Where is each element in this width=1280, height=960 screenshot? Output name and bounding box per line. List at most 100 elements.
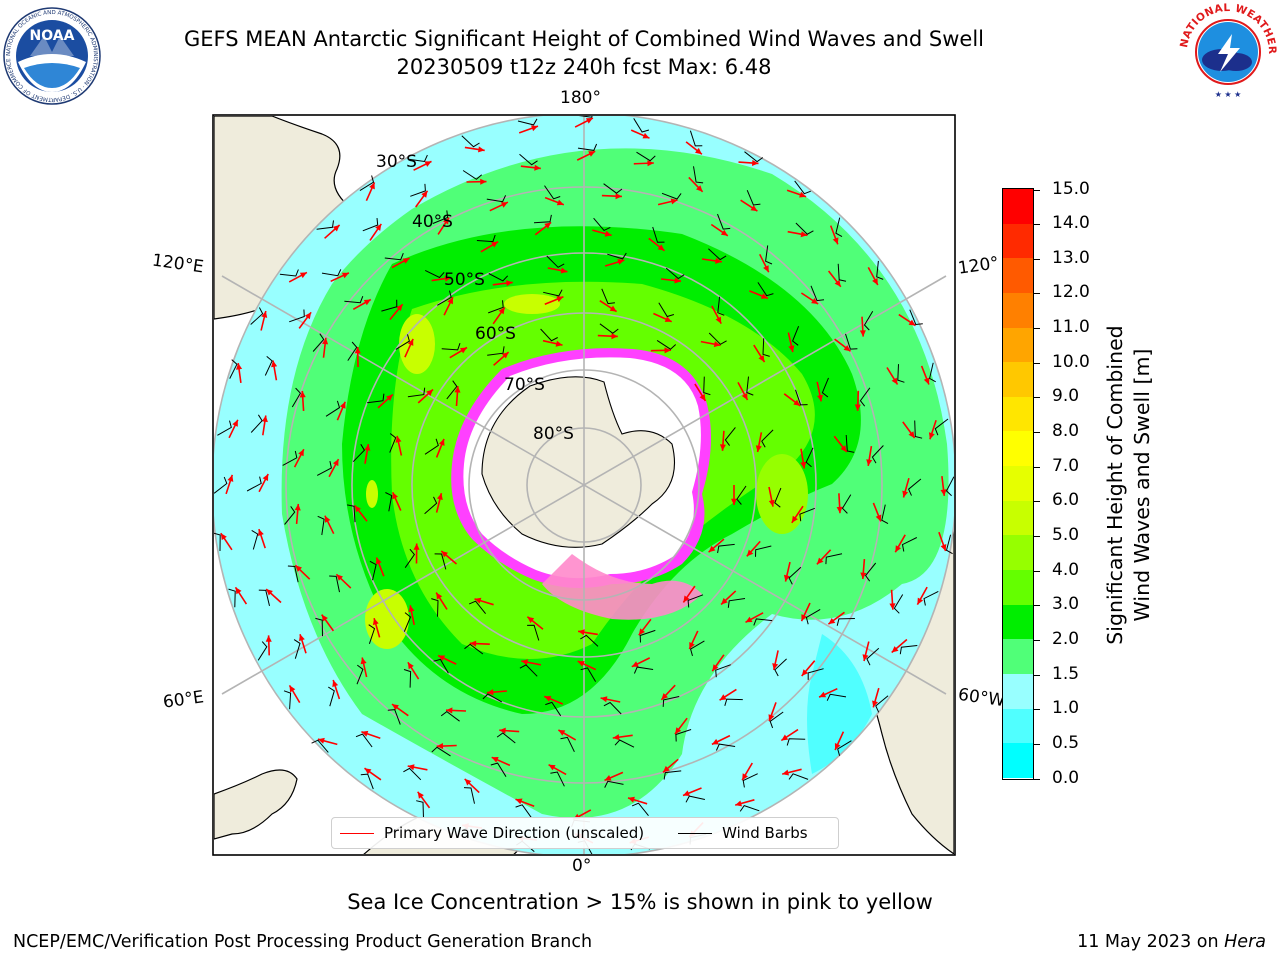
wind-barb	[287, 565, 299, 583]
wind-barb	[257, 641, 268, 661]
wave-arrow-head	[609, 305, 617, 312]
wind-barb	[580, 667, 597, 682]
wave-arrow-head	[746, 549, 754, 557]
wave-arrow-head	[840, 445, 847, 452]
wind-barb	[929, 362, 936, 383]
wind-barb	[527, 624, 540, 641]
wind-barb	[293, 639, 301, 659]
wind-barb	[431, 598, 439, 617]
chart-title: GEFS MEAN Antarctic Significant Height o…	[183, 27, 985, 51]
wave-arrow-head	[317, 737, 325, 744]
wind-barb	[464, 643, 484, 655]
wave-arrow-head	[413, 543, 420, 550]
wave-arrow-head	[515, 798, 523, 805]
colorbar-label-line1: Significant Height of Combined	[1103, 325, 1127, 645]
wave-arrow-head	[498, 307, 505, 315]
wind-barb	[384, 253, 404, 261]
wave-arrow-head	[499, 727, 506, 734]
map-frame	[212, 114, 956, 856]
wave-arrow-head	[647, 160, 654, 167]
wind-barb	[755, 545, 772, 557]
wind-barb	[897, 364, 905, 383]
map-legend: Primary Wave Direction (unscaled) Wind B…	[331, 817, 839, 849]
wind-barb	[282, 450, 298, 466]
wave-arrow-head	[298, 449, 304, 457]
wind-barb	[347, 504, 356, 523]
wind-barb	[424, 496, 438, 515]
colorbar-tick-label: 11.0	[1052, 317, 1090, 338]
wind-barb	[250, 307, 264, 325]
wave-arrow-head	[720, 229, 728, 236]
colorbar-segment	[1003, 535, 1033, 571]
colorbar-tick-mark	[1034, 501, 1040, 503]
wave-arrow-head	[299, 272, 307, 279]
colorbar-tick-mark	[1034, 362, 1040, 364]
wave-arrow-head	[699, 393, 706, 401]
wind-barb	[795, 389, 808, 406]
wave-arrow-head	[544, 696, 552, 702]
wind-barb	[836, 618, 855, 626]
wind-barb	[689, 130, 703, 147]
wind-barb	[788, 566, 802, 585]
wind-barb	[325, 400, 341, 417]
wave-arrow-head	[295, 565, 302, 572]
lon-label-60w: 60°W	[956, 684, 1007, 712]
wind-barb	[863, 311, 874, 331]
lon-label-120e: 120°E	[150, 250, 205, 278]
wave-arrow-head	[745, 616, 753, 623]
wind-barb	[945, 476, 954, 497]
wind-barb	[515, 804, 532, 819]
wind-barb	[914, 420, 923, 439]
wind-barb	[708, 332, 727, 345]
wind-barb	[258, 589, 270, 607]
antarctica	[451, 348, 711, 620]
wind-barb	[543, 289, 563, 297]
wave-arrow-head	[664, 316, 672, 322]
wave-arrow-head	[834, 743, 841, 750]
colorbar-tick-mark	[1034, 432, 1040, 434]
colorbar-segment	[1003, 708, 1033, 744]
wave-arrow-head	[402, 258, 410, 264]
wave-arrow-head	[611, 333, 618, 340]
wave-arrow-head	[811, 298, 819, 304]
wind-barb	[826, 693, 847, 701]
wave-arrow-head	[859, 330, 866, 337]
colorbar-segment	[1003, 189, 1033, 224]
wave-arrow-head	[800, 231, 808, 238]
wind-barb	[685, 795, 706, 803]
wave-arrow-head	[227, 474, 234, 482]
wave-arrow-head	[712, 664, 719, 672]
wave-arrow-head	[235, 587, 242, 595]
wind-barb	[703, 376, 711, 396]
wave-arrow-head	[735, 800, 742, 807]
wind-barb	[329, 575, 340, 593]
wind-barb	[228, 588, 236, 608]
wind-barb	[291, 387, 302, 408]
wind-barb	[284, 506, 296, 525]
noaa-logo-text: NOAA	[30, 28, 75, 44]
wind-barb	[799, 507, 815, 522]
wave-arrow-head	[556, 199, 564, 206]
wind-barb	[283, 690, 292, 710]
wind-barb	[355, 733, 373, 748]
wind-barb	[864, 562, 877, 582]
wind-barb	[462, 170, 483, 180]
wave-arrow-head	[304, 312, 312, 320]
wind-barb	[407, 387, 426, 398]
wave-arrow-head	[262, 474, 269, 481]
wave-arrow-head	[604, 230, 612, 237]
wave-arrow-head	[436, 592, 443, 600]
wind-barb	[519, 664, 538, 677]
wind-barb	[432, 210, 449, 224]
wind-barb	[317, 515, 325, 536]
wave-arrow-head	[424, 161, 432, 167]
colorbar-segment	[1003, 604, 1033, 640]
wave-arrow-head	[261, 311, 268, 318]
wave-arrow-head	[446, 707, 453, 714]
wind-barb	[437, 290, 452, 306]
wind-barb	[871, 445, 884, 464]
wave-arrow-head	[711, 738, 719, 745]
wave-arrow-head	[396, 304, 403, 311]
wave-arrow-head	[271, 360, 278, 368]
wind-barb	[821, 377, 829, 398]
